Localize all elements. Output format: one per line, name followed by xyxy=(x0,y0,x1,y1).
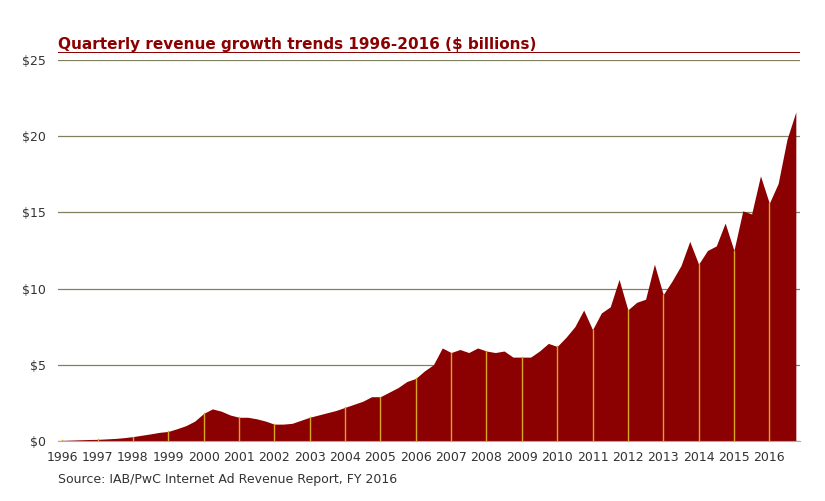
Text: Quarterly revenue growth trends 1996-2016 ($ billions): Quarterly revenue growth trends 1996-201… xyxy=(58,37,536,52)
Text: Source: IAB/PwC Internet Ad Revenue Report, FY 2016: Source: IAB/PwC Internet Ad Revenue Repo… xyxy=(58,473,397,486)
